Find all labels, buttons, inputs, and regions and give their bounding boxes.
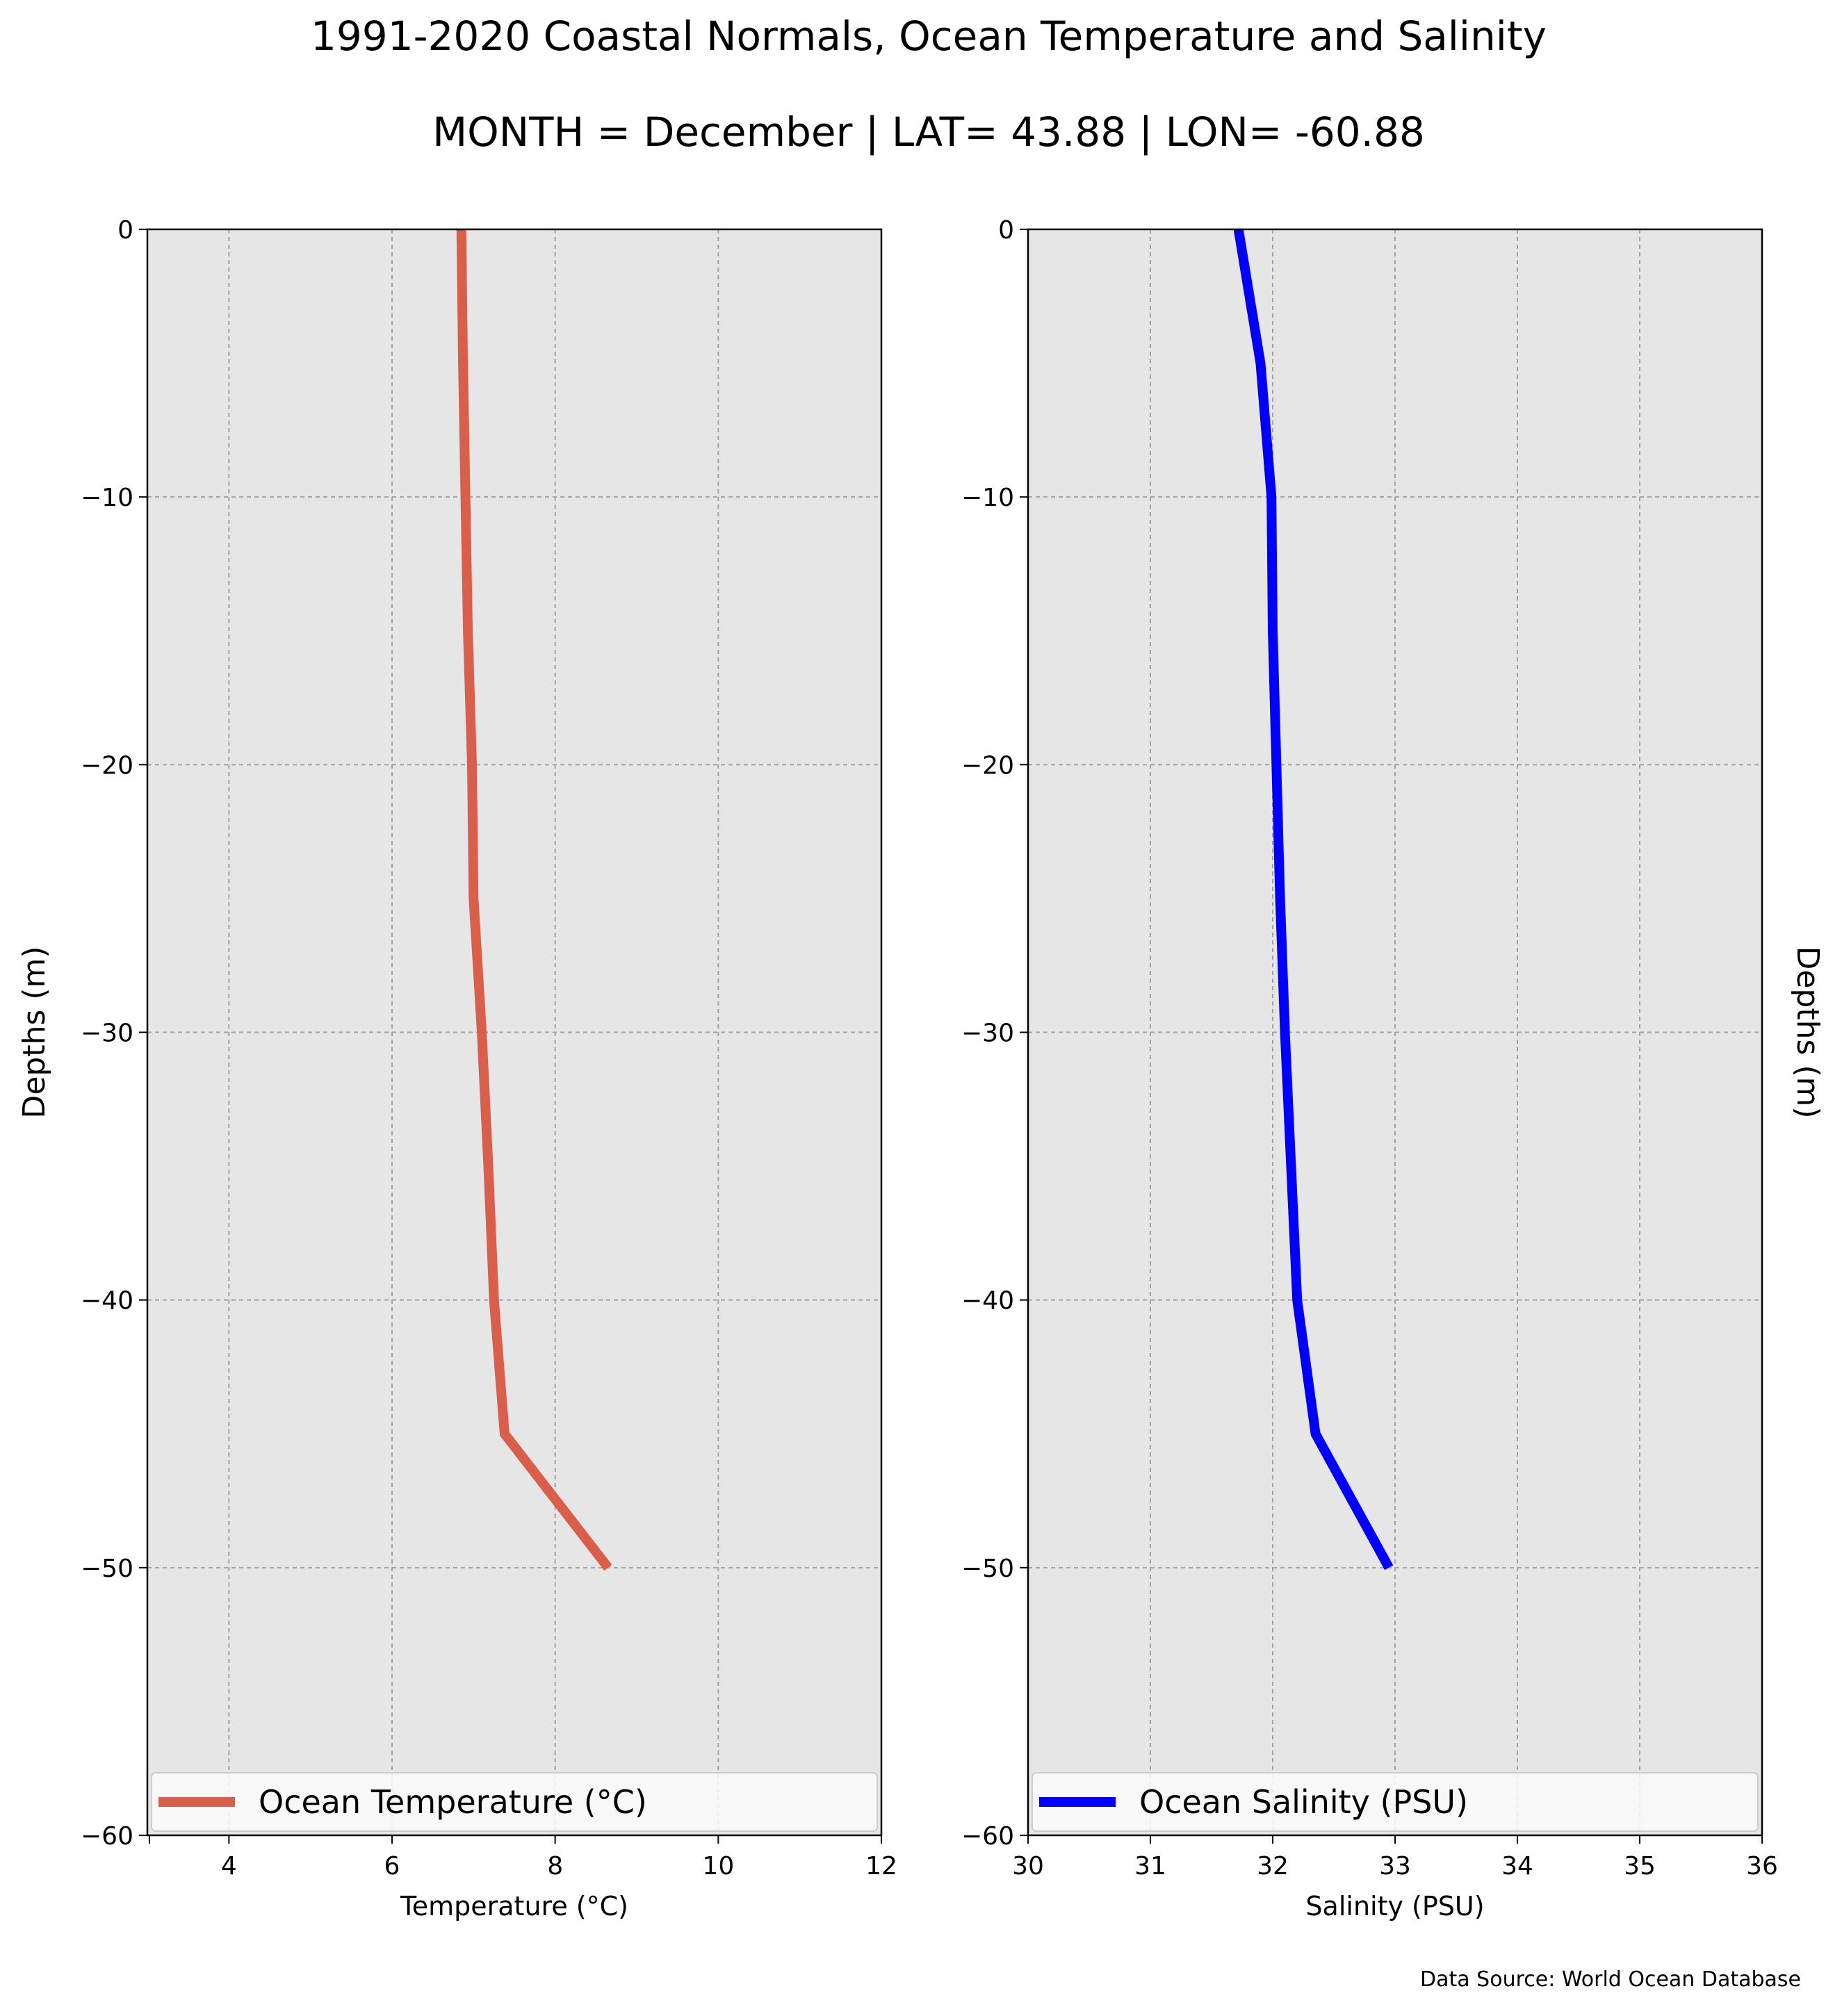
y-tick-label: −10 (81, 484, 133, 512)
y-tick-label: −30 (961, 1019, 1014, 1048)
x-tick-label: 8 (547, 1852, 563, 1880)
x-tick-label: 36 (1746, 1852, 1778, 1880)
y-tick-label: −50 (961, 1555, 1014, 1583)
y-tick-label: 0 (117, 216, 133, 245)
x-tick-label: 32 (1257, 1852, 1289, 1880)
series-line-temperature (456, 229, 612, 1571)
temperature-panel: 4 6 8 10 12 0 −10 −20 −30 −40 −50 −60 Temperature (°… (17, 216, 897, 1921)
data-point (488, 1166, 489, 1167)
legend-box (151, 1772, 878, 1832)
data-point (473, 898, 474, 899)
data-point (1276, 764, 1277, 765)
x-tick-label: 31 (1134, 1852, 1166, 1880)
legend-box (1032, 1772, 1759, 1832)
y-tick-label: −30 (81, 1019, 133, 1048)
data-source-note: Data Source: World Ocean Database (1420, 1967, 1801, 1992)
y-tick-label: −20 (81, 751, 133, 780)
y-axis-label: Depths (m) (17, 946, 52, 1118)
x-tick-label: 34 (1501, 1852, 1533, 1880)
series-line-salinity (1233, 228, 1394, 1571)
figure-title: 1991-2020 Coastal Normals, Ocean Tempera… (311, 13, 1547, 60)
y-tick-label: −60 (961, 1822, 1014, 1851)
x-axis-label: Temperature (°C) (400, 1891, 628, 1921)
y-tick-label: −60 (81, 1822, 133, 1851)
y-tick-label: −50 (81, 1555, 133, 1583)
data-point (1271, 497, 1272, 498)
y-tick-label: −20 (961, 751, 1014, 780)
y-tick-label: −40 (961, 1287, 1014, 1316)
y-tick-label: 0 (998, 216, 1014, 245)
data-point (465, 497, 466, 498)
x-tick-label: 35 (1624, 1852, 1656, 1880)
x-tick-label: 6 (384, 1852, 400, 1880)
x-tick-label: 33 (1379, 1852, 1411, 1880)
salinity-panel: 30 31 32 33 34 35 36 0 −10 −20 −30 −40 −50 −60 Salinit… (961, 216, 1825, 1921)
x-tick-label: 12 (865, 1852, 897, 1880)
x-tick-label: 10 (702, 1852, 734, 1880)
legend-label: Ocean Salinity (PSU) (1139, 1783, 1468, 1821)
data-point (472, 764, 473, 765)
y-axis-label: Depths (m) (1790, 946, 1825, 1118)
x-axis-label: Salinity (PSU) (1305, 1891, 1484, 1921)
y-tick-label: −10 (961, 484, 1014, 512)
y-tick-label: −40 (81, 1287, 133, 1316)
x-tick-label: 30 (1012, 1852, 1044, 1880)
x-tick-label: 4 (221, 1852, 237, 1880)
figure-subtitle: MONTH = December | LAT= 43.88 | LON= -60… (432, 108, 1425, 156)
legend-label: Ocean Temperature (°C) (259, 1783, 647, 1821)
